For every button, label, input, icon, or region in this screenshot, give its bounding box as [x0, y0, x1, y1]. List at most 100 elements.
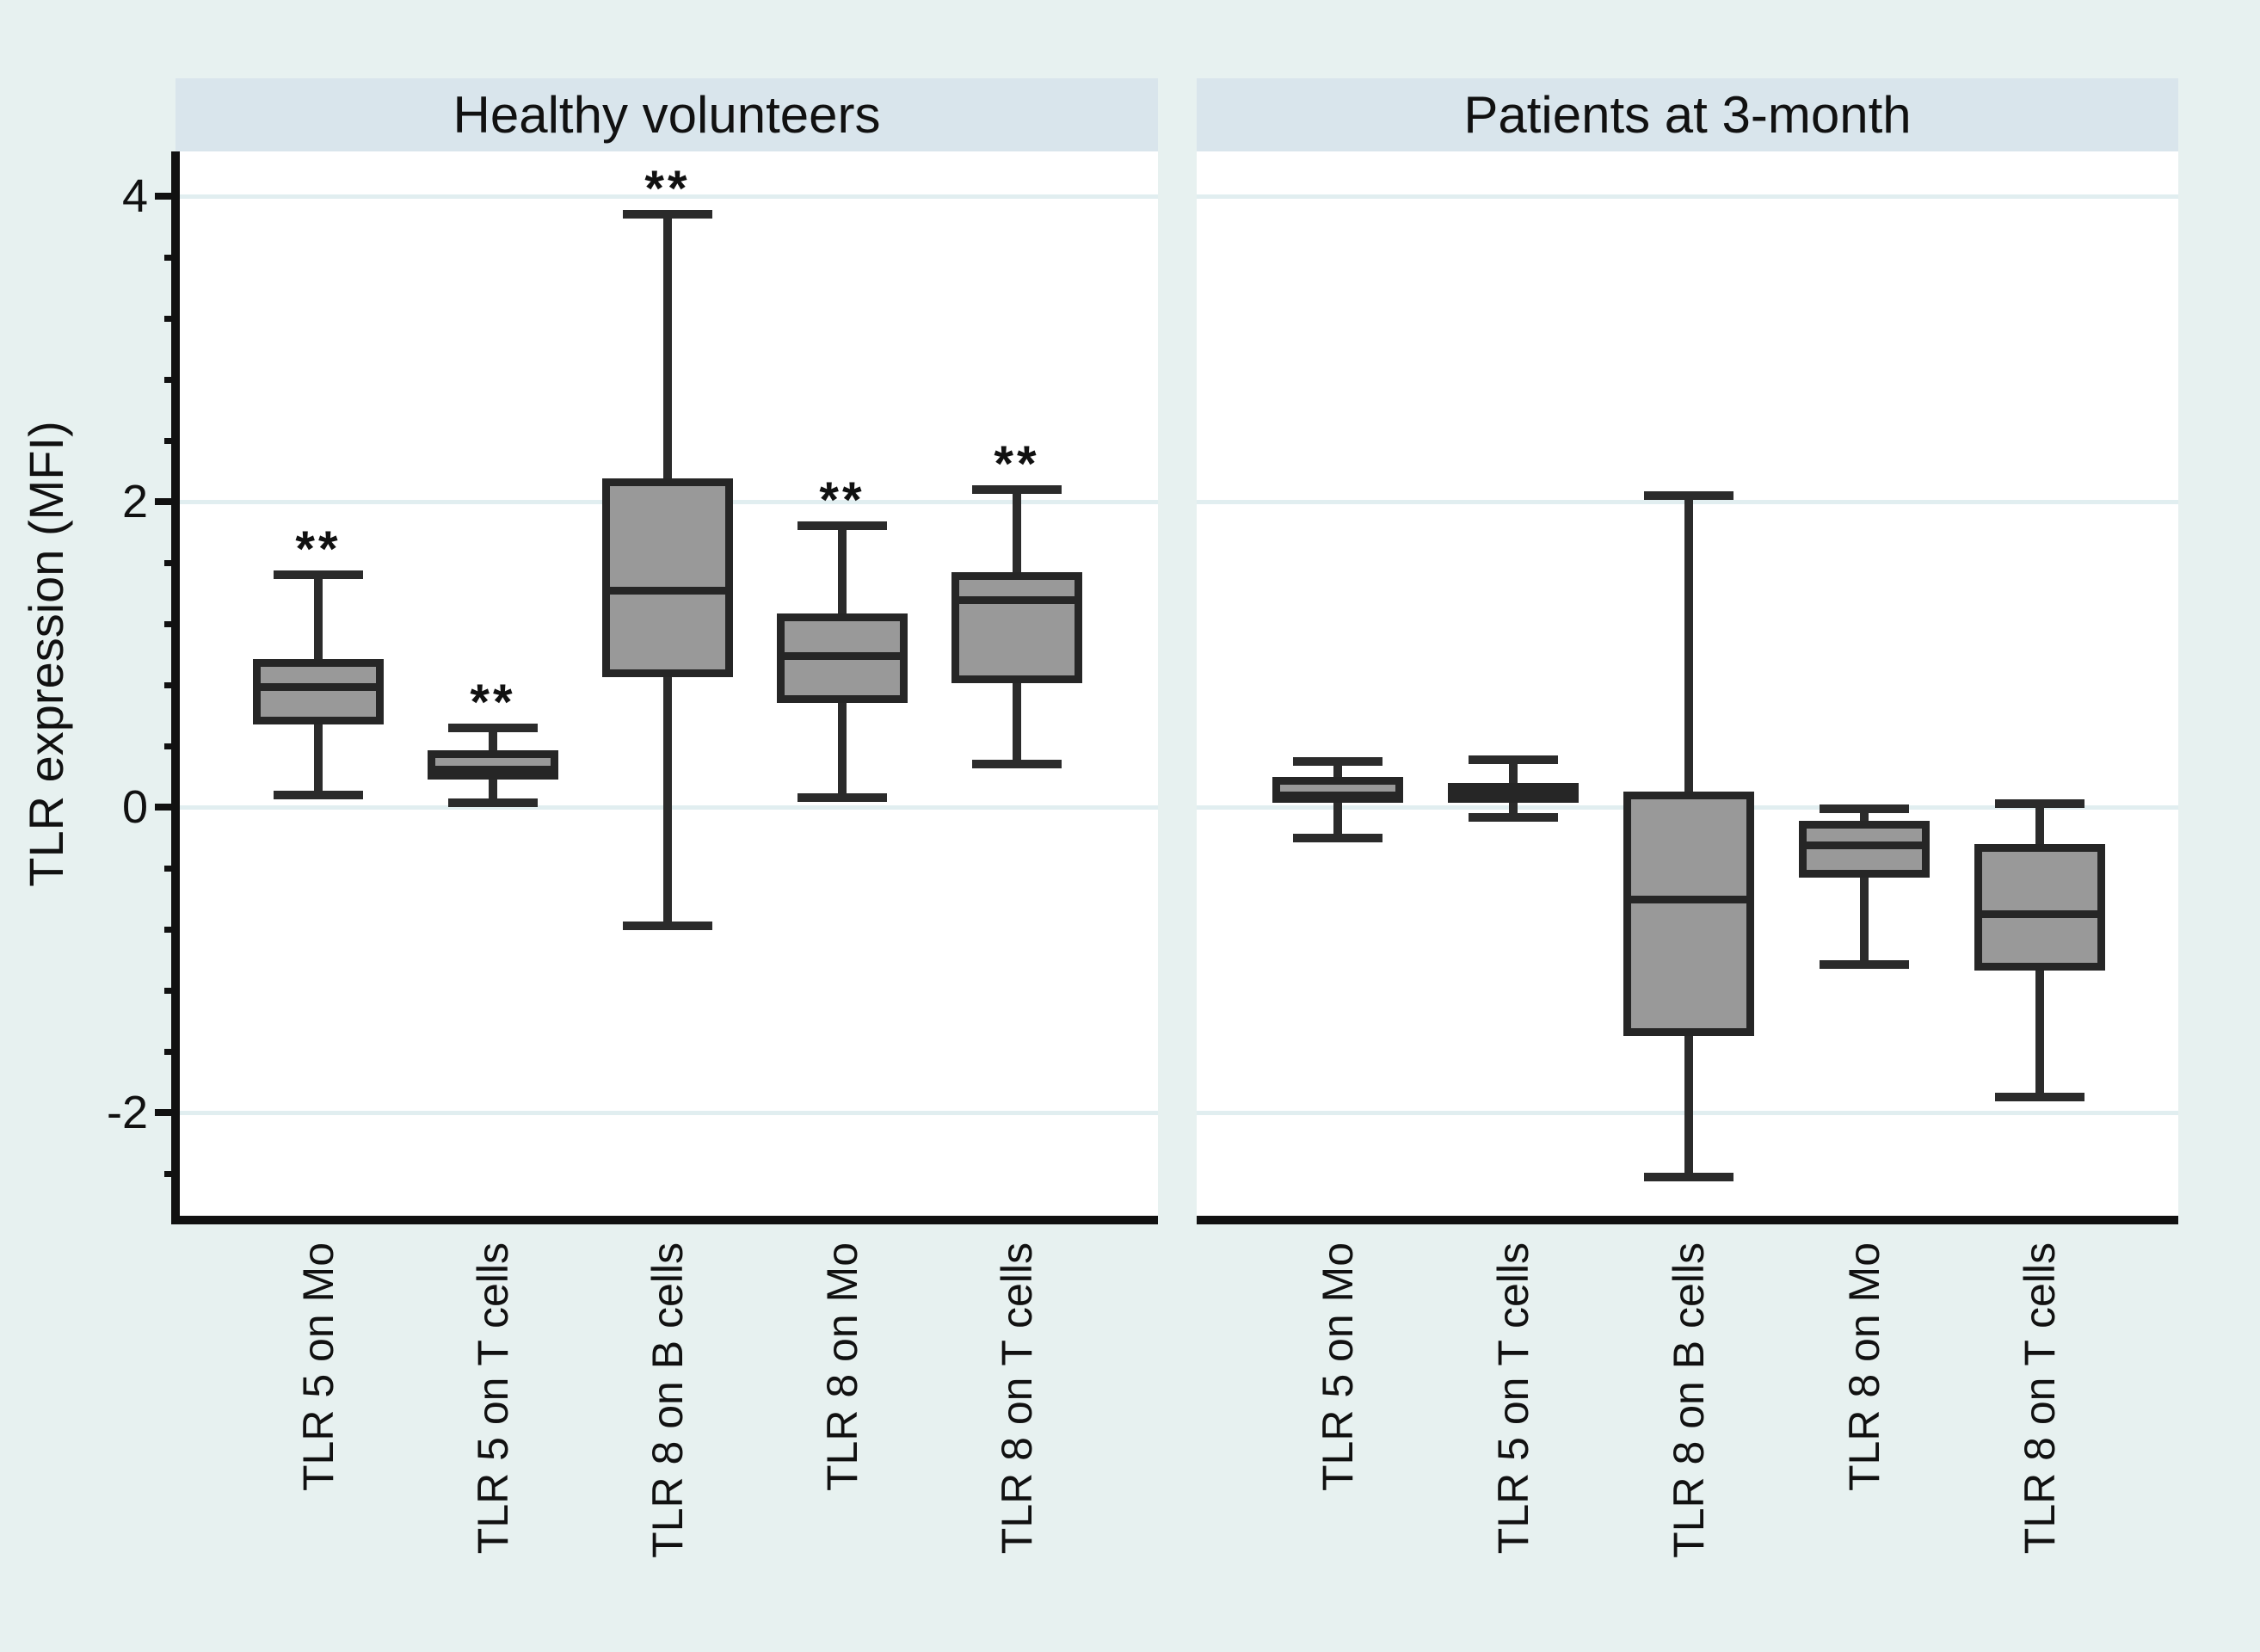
x-tick-label-tlr-5-on-t-cells: TLR 5 on T cells — [1489, 1242, 1537, 1555]
y-major-tick--2 — [155, 1109, 176, 1116]
whisker-upper-stem — [1860, 808, 1869, 821]
x-axis-spine-left-panel — [171, 1216, 1158, 1224]
whisker-lower-stem — [1684, 1036, 1693, 1177]
y-minor-tick-2.4 — [164, 437, 176, 444]
y-minor-tick-1.2 — [164, 620, 176, 627]
x-tick-label-tlr-8-on-t-cells: TLR 8 on T cells — [2016, 1242, 2064, 1555]
whisker-lower-cap — [448, 798, 538, 807]
whisker-lower-stem — [489, 780, 497, 803]
whisker-upper-stem — [838, 526, 847, 613]
y-minor-tick-1.6 — [164, 559, 176, 566]
y-minor-tick-2.8 — [164, 376, 176, 383]
whisker-upper-cap — [797, 521, 887, 531]
x-tick-label-tlr-8-on-t-cells: TLR 8 on T cells — [993, 1242, 1041, 1555]
whisker-lower-cap — [274, 790, 363, 799]
panel-title-patients-3-month: Patients at 3-month — [1197, 78, 2178, 151]
whisker-upper-cap — [972, 484, 1062, 494]
whisker-upper-cap — [1995, 799, 2084, 809]
whisker-lower-stem — [1860, 877, 1869, 965]
median-line — [256, 682, 380, 691]
whisker-lower-cap — [1820, 959, 1909, 969]
whisker-upper-cap — [1469, 755, 1558, 764]
y-minor-tick-3.2 — [164, 315, 176, 322]
whisker-upper-stem — [1509, 759, 1518, 783]
y-axis-spine — [171, 151, 180, 1224]
y-tick-label--2: -2 — [106, 1087, 148, 1138]
box-tlr-8-on-b-cells — [602, 478, 733, 678]
y-major-tick-2 — [155, 498, 176, 505]
panel-title-healthy-volunteers: Healthy volunteers — [176, 78, 1158, 151]
x-tick-label-tlr-8-on-b-cells: TLR 8 on B cells — [1665, 1242, 1713, 1558]
box-tlr-8-on-t-cells — [951, 571, 1082, 684]
x-tick-label-tlr-5-on-mo: TLR 5 on Mo — [294, 1242, 342, 1492]
median-line — [431, 765, 555, 774]
median-line — [606, 586, 730, 595]
whisker-lower-stem — [1013, 683, 1021, 765]
y-tick-label-0: 0 — [121, 781, 148, 833]
whisker-upper-stem — [1333, 761, 1342, 777]
whisker-upper-stem — [663, 214, 672, 479]
box-tlr-5-on-mo — [253, 658, 384, 725]
significance-stars: ** — [295, 521, 342, 578]
x-tick-label-tlr-8-on-mo: TLR 8 on Mo — [1840, 1242, 1888, 1492]
y-minor-tick-0.4 — [164, 743, 176, 749]
whisker-upper-cap — [1820, 804, 1909, 813]
significance-stars: ** — [644, 161, 691, 218]
median-line — [780, 652, 904, 661]
whisker-upper-stem — [1684, 495, 1693, 792]
whisker-lower-cap — [1293, 833, 1382, 842]
y-major-tick-0 — [155, 804, 176, 811]
gridline-y-4 — [176, 194, 1158, 199]
y-minor-tick-3.6 — [164, 254, 176, 261]
whisker-lower-cap — [972, 760, 1062, 769]
whisker-upper-stem — [2035, 804, 2044, 844]
y-minor-tick-0.8 — [164, 681, 176, 688]
significance-stars: ** — [994, 435, 1040, 492]
whisker-lower-stem — [1509, 802, 1518, 818]
whisker-upper-cap — [448, 723, 538, 732]
median-line — [1451, 788, 1575, 797]
y-minor-tick--1.6 — [164, 1048, 176, 1055]
gridline-y--2 — [176, 1111, 1158, 1115]
median-line — [1978, 910, 2102, 919]
x-tick-label-tlr-5-on-mo: TLR 5 on Mo — [1314, 1242, 1362, 1492]
whisker-upper-stem — [489, 727, 497, 751]
significance-stars: ** — [470, 674, 516, 730]
whisker-upper-cap — [274, 570, 363, 580]
whisker-lower-stem — [1333, 802, 1342, 838]
whisker-lower-cap — [1469, 813, 1558, 823]
y-tick-label-2: 2 — [121, 476, 148, 527]
box-tlr-8-on-t-cells — [1974, 843, 2105, 971]
whisker-upper-stem — [1013, 489, 1021, 572]
x-tick-label-tlr-8-on-mo: TLR 8 on Mo — [818, 1242, 866, 1492]
x-tick-label-tlr-5-on-t-cells: TLR 5 on T cells — [469, 1242, 517, 1555]
whisker-upper-cap — [623, 210, 712, 219]
whisker-upper-cap — [1644, 490, 1733, 500]
y-major-tick-4 — [155, 193, 176, 200]
box-tlr-5-on-t-cells — [428, 750, 558, 780]
whisker-upper-stem — [314, 575, 323, 659]
significance-stars: ** — [819, 472, 865, 529]
median-line — [1802, 841, 1926, 850]
y-minor-tick--0.8 — [164, 926, 176, 933]
box-tlr-8-on-b-cells — [1623, 792, 1754, 1037]
whisker-lower-cap — [797, 793, 887, 803]
whisker-lower-cap — [1995, 1093, 2084, 1102]
y-minor-tick--0.4 — [164, 865, 176, 872]
y-minor-tick--2.4 — [164, 1170, 176, 1177]
whisker-lower-stem — [2035, 970, 2044, 1098]
median-line — [1627, 895, 1751, 903]
x-tick-label-tlr-8-on-b-cells: TLR 8 on B cells — [644, 1242, 692, 1558]
median-line — [1276, 791, 1400, 799]
x-axis-spine-right-panel — [1197, 1216, 2178, 1224]
median-line — [955, 595, 1079, 604]
gridline-y-4 — [1197, 194, 2178, 199]
whisker-lower-stem — [314, 724, 323, 795]
whisker-lower-cap — [623, 922, 712, 931]
y-minor-tick--1.2 — [164, 987, 176, 994]
whisker-lower-cap — [1644, 1172, 1733, 1181]
whisker-lower-stem — [838, 703, 847, 798]
whisker-upper-cap — [1293, 756, 1382, 766]
y-tick-label-4: 4 — [121, 170, 148, 222]
